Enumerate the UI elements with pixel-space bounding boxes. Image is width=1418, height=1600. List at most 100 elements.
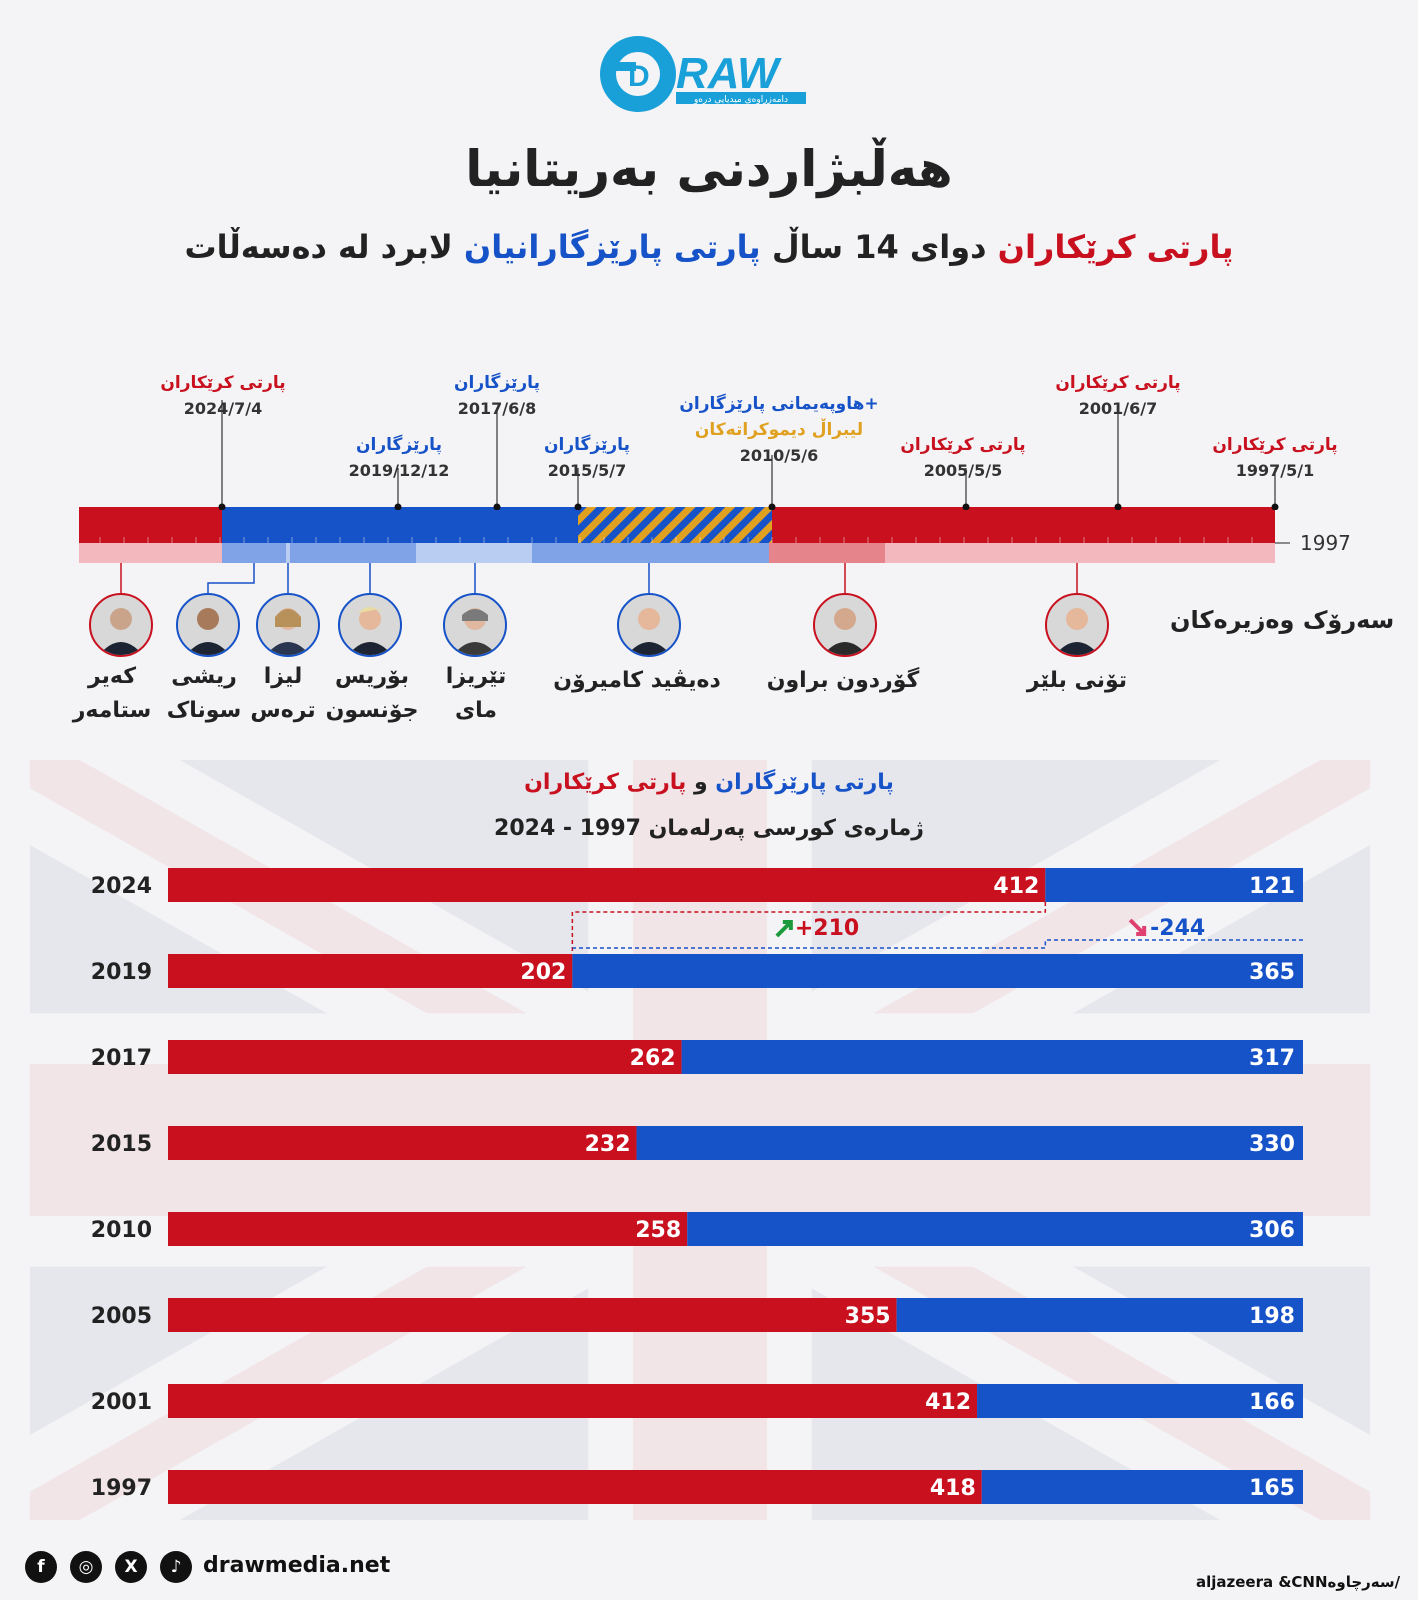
bar-labour-1997 xyxy=(168,1470,982,1504)
pm-heading: سەرۆک وەزیرەکان xyxy=(1170,606,1395,634)
labour-change-label: +210 xyxy=(795,916,859,941)
bar-conservative-2019 xyxy=(572,954,1303,988)
seats-chart: 2024 412 121 2019 202 365 2017 262 317 2015 232 330… xyxy=(91,868,1303,1504)
timeline-bar: 1997 xyxy=(79,507,1351,563)
x-twitter-icon[interactable]: X xyxy=(115,1551,147,1583)
pm-name-truss: لیزا ترەس xyxy=(250,664,316,723)
logo-tagline: دامەزراوەی میدیایی درەو xyxy=(693,95,788,105)
timeline-leaders xyxy=(218,400,1279,510)
conservative-change-bracket xyxy=(572,939,1303,949)
value-labour-2019: 202 xyxy=(520,960,566,985)
pm-name-may: تێریزا مای xyxy=(445,664,507,723)
facebook-icon[interactable]: f xyxy=(25,1551,57,1583)
pm-name-brown: گۆردون براون xyxy=(766,668,920,693)
avatar-sunak xyxy=(176,593,240,657)
avatar-johnson xyxy=(338,593,402,657)
subtitle-labour: پارتی کرێکاران xyxy=(997,228,1234,266)
pm-term-johnson xyxy=(290,543,416,563)
subtitle-end: لابرد لە دەسەڵات xyxy=(184,228,464,266)
value-labour-2010: 258 xyxy=(635,1218,681,1243)
pm-connectors xyxy=(120,563,1078,593)
avatar-starmer xyxy=(89,593,153,657)
value-labour-2017: 262 xyxy=(630,1046,676,1071)
value-conservative-1997: 165 xyxy=(1249,1476,1295,1501)
pm-name-sunak: ریشی سوناک xyxy=(166,664,242,723)
value-conservative-2015: 330 xyxy=(1249,1132,1295,1157)
up-arrow-icon xyxy=(775,920,793,938)
value-conservative-2024: 121 xyxy=(1249,874,1295,899)
logo-letter: D xyxy=(628,60,650,93)
avatar-may xyxy=(443,593,507,657)
instagram-icon[interactable]: ◎ xyxy=(70,1551,102,1583)
event-2019: پارێزگاران 2019/12/12 xyxy=(348,435,450,480)
year-label: 2019 xyxy=(91,960,152,985)
timeline-segment-coalition xyxy=(578,507,772,543)
event-2015: پارێزگاران 2015/5/7 xyxy=(544,435,630,480)
bar-conservative-2001 xyxy=(977,1384,1303,1418)
avatar-cameron xyxy=(617,593,681,657)
bar-labour-2017 xyxy=(168,1040,682,1074)
value-conservative-2019: 365 xyxy=(1249,960,1295,985)
bar-conservative-2017 xyxy=(681,1040,1303,1074)
subtitle-middle: دوای 14 ساڵ xyxy=(760,228,998,266)
year-label: 1997 xyxy=(91,1476,152,1501)
pm-name-blair: تۆنی بلێر xyxy=(1026,668,1128,693)
down-arrow-icon xyxy=(1128,918,1147,936)
bar-labour-2010 xyxy=(168,1212,688,1246)
timeline-segment-labour-1997 xyxy=(772,507,1275,543)
pm-term-may xyxy=(416,543,532,563)
value-conservative-2010: 306 xyxy=(1249,1218,1295,1243)
pm-term-truss xyxy=(286,543,290,563)
pm-term-sunak xyxy=(222,543,286,563)
year-label: 2010 xyxy=(91,1218,152,1243)
value-conservative-2005: 198 xyxy=(1249,1304,1295,1329)
timeline-segment-conservative xyxy=(222,507,578,543)
page-title: هەڵبژاردنی بەریتانیا xyxy=(465,140,953,198)
bar-conservative-1997 xyxy=(981,1470,1303,1504)
pm-term-brown xyxy=(769,543,885,563)
draw-logo: D RAW دامەزراوەی میدیایی درەو xyxy=(598,34,828,118)
event-1997: پارتی کرێکاران 1997/5/1 xyxy=(1212,435,1338,480)
event-2010: هاوپەیمانی پارێزگاران+ لیبراڵ دیموکراتەکا… xyxy=(679,394,879,465)
value-conservative-2017: 317 xyxy=(1249,1046,1295,1071)
pm-term-cameron xyxy=(532,543,769,563)
pm-term-starmer xyxy=(79,543,222,563)
seats-heading: پارتی پارێزگاران و پارتی کرێکاران xyxy=(524,770,894,795)
avatar-truss xyxy=(256,593,320,657)
bar-conservative-2005 xyxy=(896,1298,1303,1332)
pm-name-cameron: دەیڤید کامیرۆن xyxy=(553,668,721,693)
timeline-start-year: 1997 xyxy=(1300,531,1351,555)
page-subtitle: پارتی کرێکاران دوای 14 ساڵ پارتی پارێزگا… xyxy=(0,228,1418,266)
bar-conservative-2015 xyxy=(636,1126,1303,1160)
labour-change-bracket xyxy=(571,902,1047,954)
event-2017: پارێزگاران 2017/6/8 xyxy=(454,373,540,418)
year-label: 2024 xyxy=(91,874,152,899)
seats-subheading: ژمارەی کورسی پەرلەمان 1997 - 2024 xyxy=(494,816,924,841)
year-label: 2015 xyxy=(91,1132,152,1157)
bar-labour-2015 xyxy=(168,1126,637,1160)
pm-term-blair xyxy=(885,543,1275,563)
pm-name-johnson: بۆریس جۆنسون xyxy=(325,664,419,723)
timeline-segment-labour-2024 xyxy=(79,507,222,543)
source-note: aljazeera &CNNسەرچاوە/ xyxy=(1196,1573,1401,1591)
tiktok-icon[interactable]: ♪ xyxy=(160,1551,192,1583)
subtitle-conservative: پارتی پارێزگارانیان xyxy=(463,228,761,266)
event-2024: پارتی کرێکاران 2024/7/4 xyxy=(160,373,286,418)
bar-conservative-2024 xyxy=(1045,868,1303,902)
value-conservative-2001: 166 xyxy=(1249,1390,1295,1415)
bar-labour-2019 xyxy=(168,954,573,988)
bar-conservative-2010 xyxy=(687,1212,1303,1246)
value-labour-2005: 355 xyxy=(845,1304,891,1329)
logo-text: RAW xyxy=(676,49,782,98)
bar-labour-2001 xyxy=(168,1384,978,1418)
year-label: 2005 xyxy=(91,1304,152,1329)
value-labour-2015: 232 xyxy=(585,1132,631,1157)
value-labour-2024: 412 xyxy=(993,874,1039,899)
bar-labour-2005 xyxy=(168,1298,897,1332)
avatar-blair xyxy=(1045,593,1109,657)
bar-labour-2024 xyxy=(168,868,1046,902)
pm-name-starmer: کەیر ستامەر xyxy=(72,664,152,723)
event-2005: پارتی کرێکاران 2005/5/5 xyxy=(900,435,1026,480)
website-link[interactable]: drawmedia.net xyxy=(203,1553,391,1578)
year-label: 2001 xyxy=(91,1390,152,1415)
